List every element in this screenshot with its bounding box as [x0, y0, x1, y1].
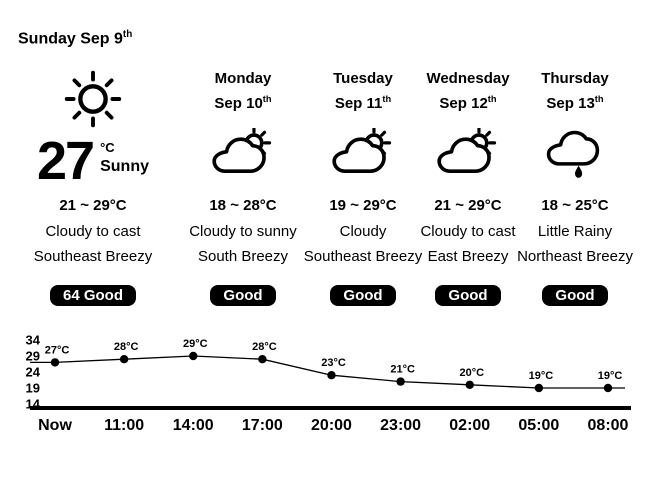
temp-range: 21 ~ 29°C [59, 197, 127, 214]
air-quality-badge: 64 Good [49, 285, 136, 306]
x-tick-label: 02:00 [449, 417, 490, 434]
forecast-card-tuesday[interactable]: Tuesday Sep 11th 19 ~ 29°C Cloudy Southe… [304, 66, 422, 306]
x-tick-label: 23:00 [380, 417, 421, 434]
page-title: Sunday Sep 9th [0, 0, 648, 48]
y-tick-label: 19 [26, 381, 40, 396]
point-label: 28°C [114, 341, 139, 353]
chart-point [327, 371, 336, 380]
sky-condition: Cloudy to cast [420, 223, 516, 240]
chart-point [534, 383, 544, 393]
cloud-sun-icon [211, 127, 275, 181]
point-label: 19°C [598, 370, 623, 382]
wind-condition: South Breezy [197, 248, 289, 265]
x-tick-label: 11:00 [104, 417, 144, 434]
y-tick-label: 24 [26, 365, 41, 380]
x-tick-label: 20:00 [311, 417, 352, 434]
current-condition: Sunny [100, 158, 149, 175]
chart-point [603, 383, 613, 393]
chart-point [189, 351, 198, 361]
forecast-grid: 27 °C Sunny 21 ~ 29°C Cloudy to cast Sou… [0, 66, 648, 306]
day-date: Sep 12th [439, 94, 497, 112]
cloud-sun-icon [331, 127, 395, 181]
air-quality-badge: Good [330, 285, 396, 306]
chart-point [119, 355, 129, 364]
point-label: 19°C [529, 370, 554, 382]
x-tick-label: Now [38, 417, 72, 434]
temp-range: 19 ~ 29°C [329, 197, 397, 214]
temp-range: 18 ~ 28°C [209, 197, 277, 214]
day-date: Sep 13th [546, 94, 604, 112]
sun-icon [58, 64, 128, 139]
chart-point [258, 355, 267, 364]
cloud-sun-icon [436, 127, 500, 181]
forecast-card-wednesday[interactable]: Wednesday Sep 12th 21 ~ 29°C Cloudy to c… [418, 66, 518, 306]
chart-point [50, 358, 60, 367]
x-tick-label: 08:00 [588, 417, 629, 434]
point-label: 23°C [321, 357, 346, 369]
x-tick-label: 05:00 [518, 417, 559, 434]
x-tick-label: 14:00 [173, 417, 214, 434]
current-temperature: 27 °C Sunny [37, 131, 149, 191]
current-temp-value: 27 [37, 131, 95, 191]
current-temp-unit: °C [100, 140, 115, 155]
air-quality-badge: Good [210, 285, 276, 306]
wind-condition: East Breezy [427, 248, 509, 265]
point-label: 29°C [183, 338, 208, 350]
point-label: 28°C [252, 341, 277, 353]
point-label: 27°C [45, 344, 70, 356]
sky-condition: Cloudy to sunny [189, 223, 297, 240]
wind-condition: Southeast Breezy [303, 248, 423, 265]
chart-point [465, 380, 474, 389]
today-card[interactable]: 27 °C Sunny 21 ~ 29°C Cloudy to cast Sou… [8, 66, 178, 306]
forecast-card-monday[interactable]: Monday Sep 10th 18 ~ 28°C Cloudy to sunn… [178, 66, 308, 306]
air-quality-badge: Good [542, 285, 608, 306]
wind-condition: Northeast Breezy [517, 248, 633, 265]
sky-condition: Little Rainy [537, 223, 613, 240]
temp-range: 18 ~ 25°C [541, 197, 609, 214]
y-tick-label: 29 [26, 349, 40, 364]
point-label: 20°C [459, 367, 484, 379]
day-name: Tuesday [333, 70, 393, 87]
day-date: Sep 11th [334, 94, 392, 112]
current-date: Sunday Sep 9 [18, 30, 123, 48]
x-tick-label: 17:00 [242, 417, 283, 434]
point-label: 21°C [390, 364, 415, 376]
day-name: Monday [214, 70, 272, 87]
y-tick-label: 34 [26, 333, 41, 348]
air-quality-badge: Good [435, 285, 501, 306]
forecast-card-thursday[interactable]: Thursday Sep 13th 18 ~ 25°C Little Rainy… [517, 66, 633, 306]
cloud-rain-icon [545, 128, 605, 185]
sky-condition: Cloudy [339, 223, 387, 240]
day-name: Thursday [541, 70, 609, 87]
temp-range: 21 ~ 29°C [434, 197, 502, 214]
day-name: Wednesday [426, 70, 510, 87]
current-date-suffix: th [122, 29, 133, 40]
hourly-temperature-chart: 34 29 24 19 14 27°C 28°C 29°C 28°C 23°C 21°C 20°C 19… [0, 332, 648, 441]
wind-condition: Southeast Breezy [33, 248, 153, 265]
chart-point [396, 377, 405, 386]
day-date: Sep 10th [214, 94, 272, 112]
sky-condition: Cloudy to cast [45, 223, 141, 240]
